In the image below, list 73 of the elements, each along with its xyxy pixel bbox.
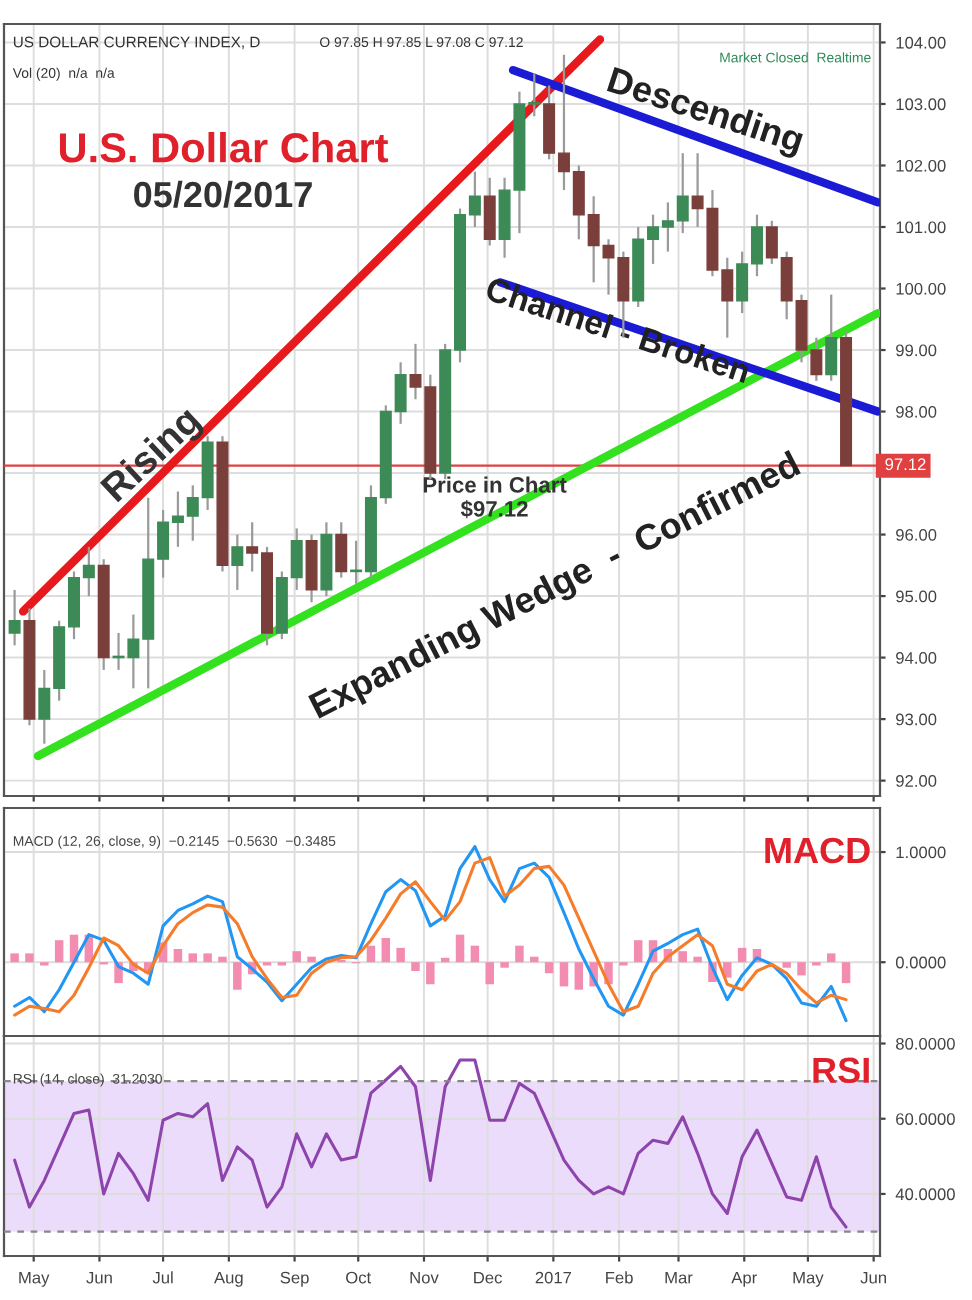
bar <box>633 940 643 963</box>
bar <box>54 940 64 963</box>
bar <box>426 962 435 985</box>
x-tick-label: Oct <box>346 1271 372 1284</box>
y-tick-label: 93.00 <box>896 713 937 726</box>
bar <box>559 962 569 987</box>
y-tick-label: 104.00 <box>896 36 946 49</box>
x-tick-label: Jun <box>860 1271 886 1284</box>
x-tick-label: May <box>19 1271 50 1287</box>
y-tick-label: 80.0000 <box>896 1037 955 1050</box>
bar <box>826 953 836 963</box>
bar <box>737 947 747 963</box>
bar <box>366 945 376 963</box>
bar <box>574 962 584 990</box>
text: 05/20/2017 <box>134 180 312 208</box>
bar <box>455 934 465 963</box>
bar <box>678 951 687 963</box>
chart-title: RSI <box>813 1057 869 1084</box>
y-tick-label: 96.00 <box>896 528 937 541</box>
bar <box>292 951 301 963</box>
x-tick-label: May <box>793 1271 824 1287</box>
bar <box>396 947 405 963</box>
x-tick-label: Nov <box>410 1271 439 1284</box>
bar <box>173 948 183 963</box>
bar <box>544 962 554 974</box>
y-tick-label: 60.0000 <box>896 1113 955 1125</box>
bar <box>218 956 227 963</box>
y-tick-label: 98.00 <box>896 405 937 418</box>
bar <box>25 953 34 963</box>
bar <box>470 945 480 963</box>
candlestick <box>8 588 21 647</box>
ref-line-label: 97.12 <box>885 458 926 471</box>
bar <box>500 962 509 968</box>
candlestick <box>335 521 348 579</box>
bar <box>10 953 19 963</box>
x-tick-label: Apr <box>731 1271 757 1287</box>
y-tick-label: 100.00 <box>896 282 946 295</box>
bar <box>515 945 524 963</box>
y-tick-label: 92.00 <box>896 775 937 787</box>
x-tick-label: Feb <box>606 1271 633 1284</box>
bar <box>307 956 316 963</box>
bar <box>411 962 420 972</box>
bar <box>782 962 791 968</box>
x-tick-label: Aug <box>214 1271 243 1287</box>
y-tick-label: 0.0000 <box>895 956 946 969</box>
bar <box>381 937 391 963</box>
candlestick <box>825 293 838 382</box>
y-tick-label: 102.00 <box>896 159 946 172</box>
bar <box>203 953 212 963</box>
y-tick-label: 101.00 <box>896 221 946 234</box>
x-tick-label: Jun <box>86 1271 112 1284</box>
text: U.S. Dollar Chart <box>59 131 389 163</box>
candlestick <box>231 533 244 592</box>
candlestick <box>483 176 496 247</box>
x-tick-label: 2017 <box>535 1271 572 1284</box>
x-tick-label: Dec <box>474 1271 502 1284</box>
y-tick-label: 103.00 <box>896 98 946 111</box>
bar <box>693 956 702 963</box>
bar <box>188 953 198 963</box>
bar <box>797 962 806 976</box>
bar <box>841 962 851 984</box>
bar <box>233 962 242 990</box>
bar <box>485 962 494 985</box>
y-tick-label: 95.00 <box>896 590 937 603</box>
x-tick-label: Sep <box>280 1271 309 1287</box>
x-tick-label: Jul <box>152 1271 173 1284</box>
y-tick-label: 99.00 <box>896 344 937 357</box>
bar <box>530 956 539 963</box>
x-tick-label: Mar <box>665 1271 693 1284</box>
y-tick-label: 40.0000 <box>895 1188 955 1201</box>
y-tick-label: 1.0000 <box>896 846 946 859</box>
y-tick-label: 94.00 <box>896 651 937 664</box>
text: MACD <box>765 837 870 864</box>
